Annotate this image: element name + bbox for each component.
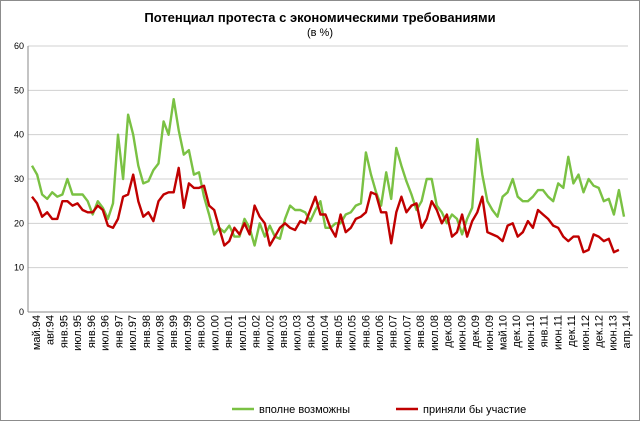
x-tick-label: июл.02 (264, 315, 276, 351)
x-tick-label: авг.94 (45, 315, 57, 345)
x-tick-label: янв.06 (360, 315, 372, 348)
chart-subtitle: (в %) (306, 27, 333, 39)
series-line-1 (31, 166, 620, 254)
series-line-0 (30, 98, 626, 247)
x-tick-label: янв.03 (278, 315, 290, 348)
x-tick-label: июл.07 (402, 315, 414, 351)
x-tick-label: янв.00 (196, 315, 208, 348)
x-tick-label: апр.14 (621, 315, 633, 348)
x-tick-label: янв.07 (388, 315, 400, 348)
x-tick-label: янв.99 (168, 315, 180, 348)
x-tick-label: июн.12 (580, 315, 592, 351)
x-tick-label: июл.06 (374, 315, 386, 351)
x-tick-label: май.10 (498, 315, 510, 350)
y-tick-label: 50 (14, 85, 24, 95)
x-tick-label: июл.05 (347, 315, 359, 351)
y-tick-label: 30 (14, 174, 24, 184)
series-lines (30, 98, 626, 254)
x-tick-label: июн.13 (607, 315, 619, 351)
x-tick-label: янв.04 (305, 315, 317, 348)
x-tick-label: июл.04 (319, 315, 331, 351)
x-tick-label: дек.09 (470, 315, 482, 348)
x-tick-label: июн.09 (456, 315, 468, 351)
x-tick-label: янв.95 (58, 315, 70, 348)
legend: вполне возможны приняли бы участие (232, 404, 526, 416)
x-tick-label: янв.11 (539, 315, 551, 347)
x-tick-label: дек.12 (594, 315, 606, 348)
x-tick-label: июл.03 (292, 315, 304, 351)
x-tick-label: янв.05 (333, 315, 345, 348)
x-tick-label: дек.08 (443, 315, 455, 348)
x-tick-label: дек.11 (566, 315, 578, 347)
x-tick-label: янв.98 (141, 315, 153, 348)
x-tick-label: июл.95 (72, 315, 84, 351)
y-tick-label: 0 (19, 307, 24, 317)
x-tick-label: июл.01 (237, 315, 249, 351)
x-tick-label: июн.09 (484, 315, 496, 351)
x-tick-label: июл.08 (429, 315, 441, 351)
y-tick-label: 40 (14, 130, 24, 140)
x-tick-label: янв.96 (86, 315, 98, 348)
x-tick-label: июл.98 (155, 315, 167, 351)
x-tick-label: июл.97 (127, 315, 139, 351)
x-tick-label: июл.99 (182, 315, 194, 351)
x-tick-label: янв.08 (415, 315, 427, 348)
y-tick-label: 20 (14, 218, 24, 228)
y-tick-label: 60 (14, 41, 24, 51)
x-tick-label: дек.10 (511, 315, 523, 348)
y-axis: 0 10 20 30 40 50 60 (14, 41, 24, 317)
chart-title: Потенциал протеста с экономическими треб… (144, 10, 496, 25)
x-tick-label: янв.02 (251, 315, 263, 348)
x-tick-label: май.94 (31, 315, 43, 350)
y-tick-label: 10 (14, 263, 24, 273)
x-tick-label: июн.10 (525, 315, 537, 351)
x-tick-label: янв.97 (113, 315, 125, 348)
x-tick-label: янв.01 (223, 315, 235, 348)
x-tick-label: июл.00 (209, 315, 221, 351)
x-tick-label: июн.11 (552, 315, 564, 350)
x-axis: май.94 авг.94 янв.95 июл.95 янв.96 июл.96 янв.… (31, 315, 633, 351)
x-tick-label: июл.96 (100, 315, 112, 351)
legend-label-1: приняли бы участие (423, 404, 526, 416)
legend-label-0: вполне возможны (259, 404, 350, 416)
gridlines (27, 45, 628, 313)
